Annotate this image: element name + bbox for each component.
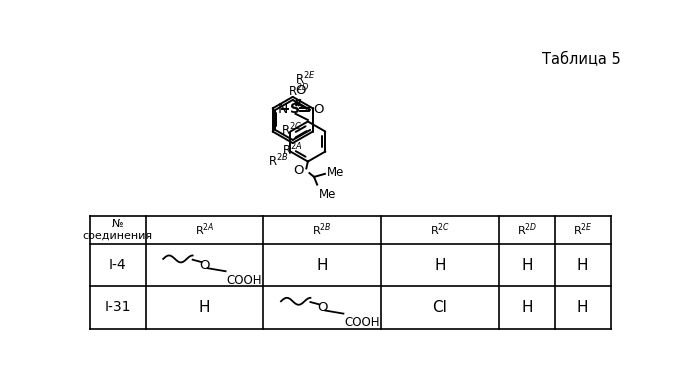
Text: R$^{2C}$: R$^{2C}$ xyxy=(430,222,450,238)
Text: Cl: Cl xyxy=(433,300,447,315)
Text: N: N xyxy=(278,102,288,116)
Text: R$^{2D}$: R$^{2D}$ xyxy=(287,83,309,99)
Text: O: O xyxy=(295,84,305,97)
Text: R$^{2E}$: R$^{2E}$ xyxy=(572,222,593,238)
Text: R$^{2D}$: R$^{2D}$ xyxy=(517,222,537,238)
Text: R$^{2A}$: R$^{2A}$ xyxy=(282,142,303,158)
Text: H: H xyxy=(434,258,446,273)
Text: H: H xyxy=(199,300,210,315)
Text: O: O xyxy=(199,259,210,271)
Text: R$^{2C}$: R$^{2C}$ xyxy=(281,122,302,138)
Text: O: O xyxy=(294,164,304,177)
Text: S: S xyxy=(291,102,301,116)
Text: O: O xyxy=(317,301,327,314)
Text: H: H xyxy=(317,258,328,273)
Text: H: H xyxy=(577,258,589,273)
Text: №
соединения: № соединения xyxy=(82,219,152,241)
Text: R$^{2B}$: R$^{2B}$ xyxy=(312,222,332,238)
Text: R$^{2B}$: R$^{2B}$ xyxy=(268,153,289,170)
Text: R$^{2E}$: R$^{2E}$ xyxy=(295,71,316,88)
Text: COOH: COOH xyxy=(344,316,380,329)
Text: I-31: I-31 xyxy=(104,300,131,314)
Text: H: H xyxy=(521,300,533,315)
Text: H: H xyxy=(521,258,533,273)
Text: COOH: COOH xyxy=(226,273,262,287)
Text: R$^{2A}$: R$^{2A}$ xyxy=(194,222,214,238)
Text: Me: Me xyxy=(326,166,344,179)
Text: O: O xyxy=(313,103,324,116)
Text: Me: Me xyxy=(319,188,336,201)
Text: Таблица 5: Таблица 5 xyxy=(542,52,621,67)
Text: H: H xyxy=(577,300,589,315)
Text: I-4: I-4 xyxy=(109,258,127,272)
